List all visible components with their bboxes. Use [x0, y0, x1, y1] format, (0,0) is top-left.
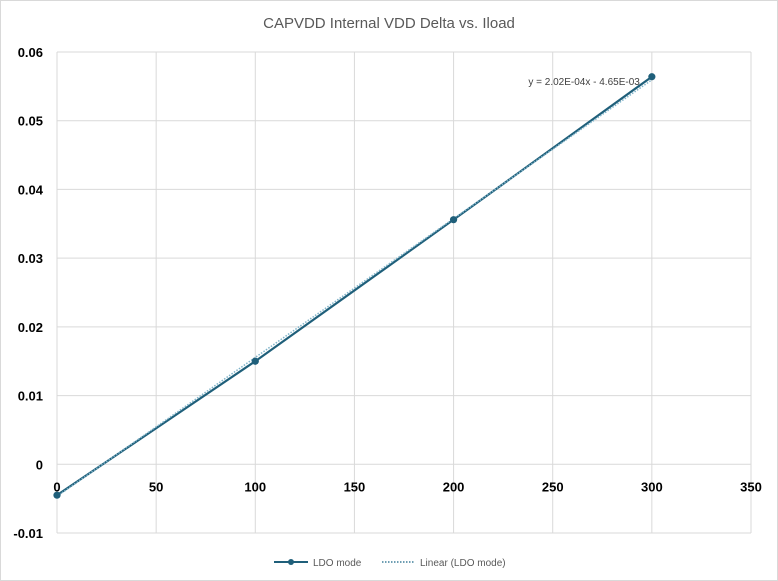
x-tick-label: 100 [244, 479, 266, 494]
y-tick-label: 0.01 [18, 389, 43, 404]
y-tick-label: 0.06 [18, 45, 43, 60]
data-point [53, 491, 61, 499]
x-tick-label: 350 [740, 479, 762, 494]
legend[interactable]: LDO mode Linear (LDO mode) [274, 558, 506, 569]
x-tick-label: 0 [53, 479, 60, 494]
series-line-ldo-mode [56, 75, 653, 497]
trendline-equation: y = 2.02E-04x - 4.65E-03 [528, 77, 640, 88]
tick-labels: 0 50 100 150 200 250 300 350 -0.01 0 0.01 0.02 0.03 0… [13, 45, 761, 541]
data-point [648, 73, 656, 81]
x-tick-label: 150 [344, 479, 366, 494]
gridlines [56, 51, 752, 534]
series-layer [53, 73, 656, 499]
x-tick-label: 200 [443, 479, 465, 494]
y-tick-label: -0.01 [13, 526, 43, 541]
legend-linear-label: Linear (LDO mode) [420, 558, 506, 569]
legend-ldo-label: LDO mode [313, 558, 362, 569]
chart-title: CAPVDD Internal VDD Delta vs. Iload [263, 15, 515, 32]
x-tick-label: 300 [641, 479, 663, 494]
y-tick-label: 0.05 [18, 114, 43, 129]
legend-ldo-marker [288, 559, 294, 565]
data-point [449, 216, 458, 224]
y-tick-label: 0.02 [18, 320, 43, 335]
y-tick-label: 0 [36, 457, 43, 472]
y-tick-label: 0.03 [18, 251, 43, 266]
y-tick-label: 0.04 [18, 182, 44, 197]
x-tick-label: 50 [149, 479, 163, 494]
x-tick-label: 250 [542, 479, 564, 494]
trendline-linear [56, 79, 653, 497]
data-point [251, 357, 259, 365]
